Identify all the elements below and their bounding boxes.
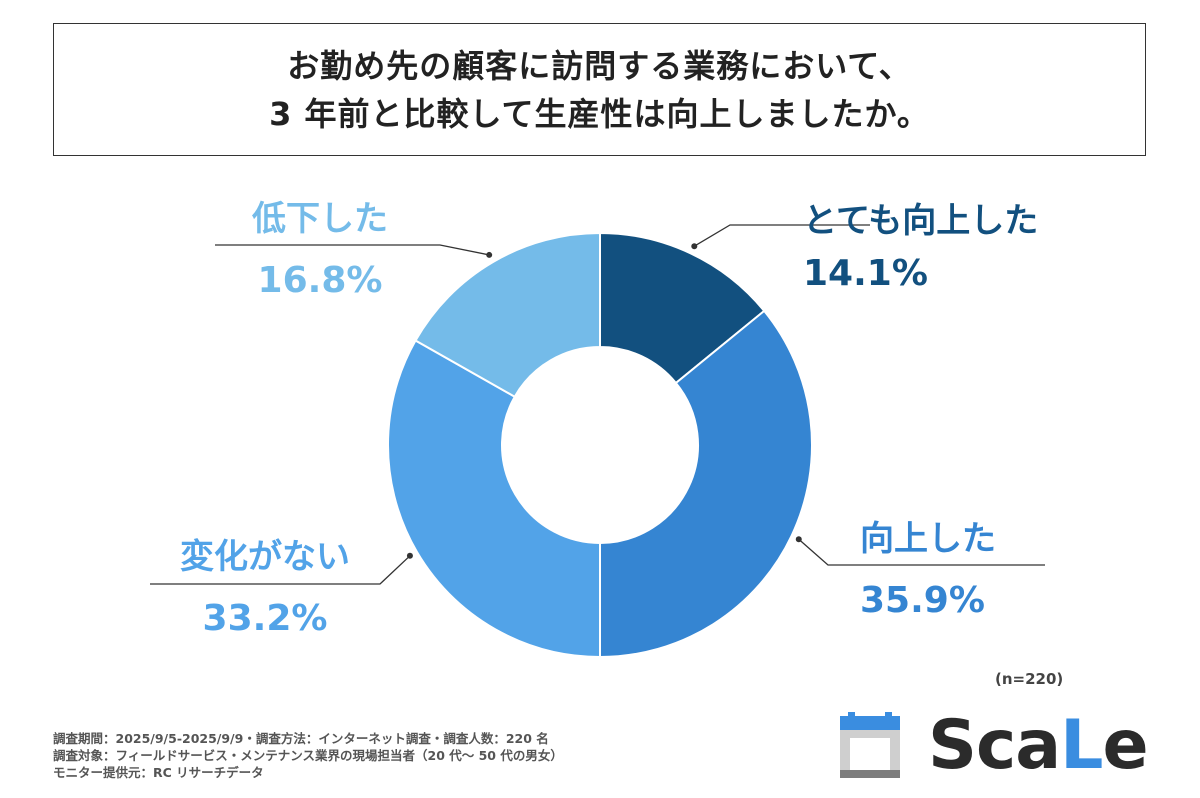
leader-dot-3	[486, 251, 493, 258]
donut-slice-0	[599, 231, 766, 385]
calendar-logo-icon	[840, 712, 900, 778]
value-label-0: 14.1%	[803, 253, 928, 294]
leader-line-2	[150, 555, 411, 585]
logo-text-b: L	[1060, 706, 1103, 785]
category-label-0: とても向上した	[803, 201, 1038, 241]
footer-line-period: 調査期間：2025/9/5-2025/9/9・調査方法：インターネット調査・調査…	[53, 731, 549, 746]
leader-dot-2	[406, 552, 413, 559]
scale-logo: ScaLe	[838, 706, 1150, 785]
value-label-3: 16.8%	[258, 260, 383, 301]
survey-footer: 調査期間：2025/9/5-2025/9/9・調査方法：インターネット調査・調査…	[53, 730, 563, 781]
donut-slice-3	[414, 231, 601, 399]
donut-slice-2	[387, 339, 601, 659]
footer-line-monitor: モニター提供元：RC リサーチデータ	[53, 765, 264, 780]
footer-line-target: 調査対象：フィールドサービス・メンテナンス業界の現場担当者（20 代〜 50 代…	[53, 748, 563, 763]
leader-dot-1	[795, 536, 802, 543]
value-label-2: 33.2%	[203, 598, 328, 639]
title-line-2: 3 年前と比較して生産性は向上しましたか。	[269, 94, 930, 133]
category-label-1: 向上した	[860, 519, 996, 559]
category-label-2: 変化がない	[180, 537, 350, 577]
category-label-3: 低下した	[252, 199, 388, 239]
title-line-1: お勤め先の顧客に訪問する業務において、	[287, 46, 912, 85]
leader-line-3	[215, 244, 490, 256]
leader-line-1	[798, 538, 1045, 566]
logo-wordmark: ScaLe	[928, 706, 1149, 785]
donut-slice-1	[599, 309, 813, 659]
logo-text-a: Sca	[928, 706, 1061, 785]
logo-text-c: e	[1102, 706, 1149, 785]
title-box: お勤め先の顧客に訪問する業務において、 3 年前と比較して生産性は向上しましたか…	[53, 23, 1146, 156]
sample-size-note: (n=220)	[995, 670, 1064, 688]
leader-dot-0	[691, 243, 698, 250]
leader-line-0	[693, 224, 870, 247]
value-label-1: 35.9%	[860, 580, 985, 621]
